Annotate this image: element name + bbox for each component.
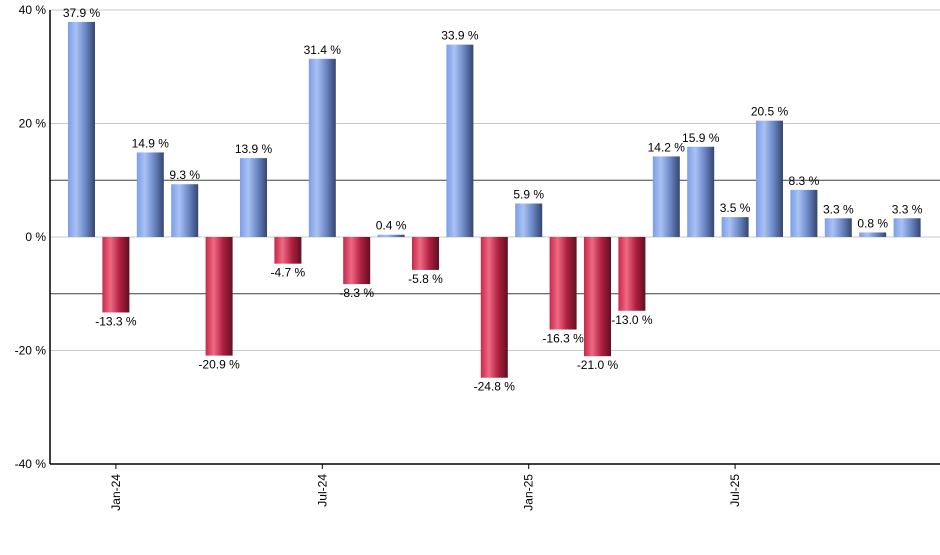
data-label: 0.4 %	[376, 219, 407, 233]
bar-Sep-24	[377, 234, 405, 237]
data-label: 37.9 %	[63, 6, 101, 20]
bar-Oct-25	[824, 218, 852, 237]
data-label: 5.9 %	[513, 188, 544, 202]
data-label: 14.9 %	[132, 136, 170, 150]
x-tick-label: Jul-25	[728, 474, 742, 507]
x-tick-label: Jul-24	[315, 474, 329, 507]
data-label: 0.8 %	[857, 216, 888, 230]
data-label: -8.3 %	[339, 286, 374, 300]
bar-Dec-25	[893, 218, 921, 237]
bar-Jun-24	[274, 237, 302, 264]
bar-Jan-24	[102, 237, 130, 313]
bar-Apr-24	[205, 237, 233, 356]
bar-Sep-25	[790, 189, 818, 237]
bar-May-24	[240, 158, 267, 237]
bar-Dec-24	[480, 237, 508, 378]
bar-Nov-25	[859, 232, 887, 237]
bar-Aug-25	[756, 120, 783, 237]
y-tick-label: -20 %	[15, 344, 47, 358]
bar-Nov-24	[446, 44, 474, 238]
y-tick-label: -40 %	[15, 457, 47, 471]
x-tick-label: Jan-24	[109, 474, 123, 511]
y-tick-label: 0 %	[25, 230, 46, 244]
bar-Jun-25	[687, 146, 715, 237]
data-label: 33.9 %	[441, 29, 479, 43]
data-label: 3.3 %	[892, 202, 923, 216]
data-label: -24.8 %	[474, 380, 516, 394]
bar-Mar-24	[171, 184, 199, 237]
data-label: 20.5 %	[751, 105, 789, 119]
data-label: -13.3 %	[95, 314, 137, 328]
data-label: -5.8 %	[408, 272, 443, 286]
bar-May-25	[652, 156, 680, 237]
data-label: -21.0 %	[577, 358, 619, 372]
data-label: 15.9 %	[682, 131, 720, 145]
data-label: -16.3 %	[542, 332, 584, 346]
data-label: -20.9 %	[198, 358, 240, 372]
data-label: 3.5 %	[720, 201, 751, 215]
bar-Aug-24	[343, 237, 371, 285]
bar-Mar-25	[584, 237, 611, 357]
bar-Feb-25	[549, 237, 577, 330]
y-tick-label: 40 %	[19, 3, 47, 17]
bar-Jul-24	[308, 58, 336, 238]
data-label: 3.3 %	[823, 202, 854, 216]
data-label: -4.7 %	[271, 266, 306, 280]
data-label: 8.3 %	[789, 174, 820, 188]
data-label: 14.2 %	[648, 140, 686, 154]
bar-Apr-25	[618, 237, 646, 311]
bar-Dec-23	[68, 21, 95, 238]
x-tick-label: Jan-25	[522, 474, 536, 511]
bar-Jan-25	[515, 203, 543, 237]
data-label: 13.9 %	[235, 142, 273, 156]
bar-Oct-24	[412, 237, 439, 270]
bar-Jul-25	[721, 217, 749, 237]
data-label: 9.3 %	[169, 168, 200, 182]
data-label: -13.0 %	[611, 313, 653, 327]
data-label: 31.4 %	[304, 43, 342, 57]
y-tick-label: 20 %	[19, 117, 47, 131]
bar-Feb-24	[136, 152, 164, 237]
